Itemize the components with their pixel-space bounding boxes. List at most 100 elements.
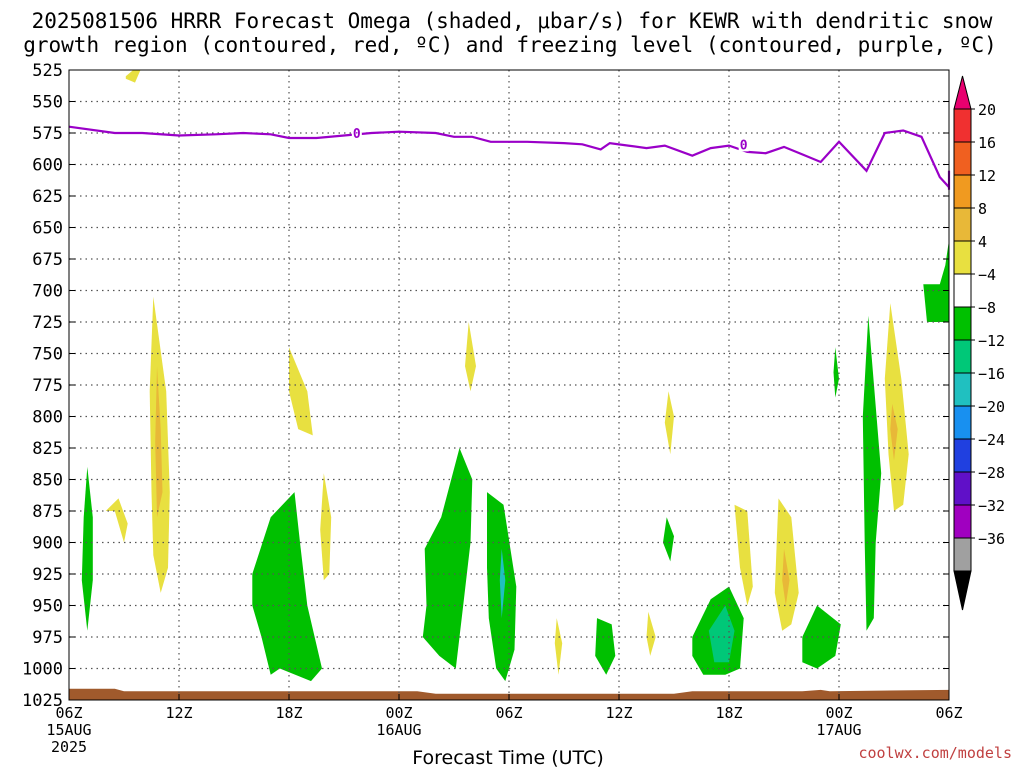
colorbar-label-12: −32 (978, 497, 1005, 515)
colorbar-segment-8 (953, 339, 972, 374)
x-axis-label: Forecast Time (UTC) (412, 747, 603, 768)
colorbar-segment-15 (953, 570, 972, 611)
omega-region-26 (890, 403, 898, 461)
x-tick-label-8: 06Z (935, 704, 962, 722)
x-tick-date-3: 16AUG (376, 721, 421, 739)
y-tick-label-2: 575 (32, 124, 63, 144)
omega-region-22 (802, 605, 841, 669)
y-tick-label-12: 825 (32, 439, 63, 459)
omega-region-25 (884, 303, 909, 511)
freezing-level-layer: 00 (68, 125, 951, 190)
omega-shading-layer (81, 70, 949, 682)
omega-region-23 (833, 347, 839, 398)
colorbar-segment-9 (953, 372, 972, 407)
y-tick-label-9: 750 (32, 345, 63, 365)
y-axis: 525 550 575 600 625 650 675 700 725 750 775 800 825 8… (22, 61, 949, 711)
colorbar-label-0: 20 (978, 101, 996, 119)
y-tick-label-15: 900 (32, 534, 63, 554)
colorbar-segment-0 (953, 75, 972, 110)
omega-region-7 (320, 473, 332, 581)
chart-title-line2: growth region (contoured, red, ºC) and f… (23, 33, 997, 57)
colorbar-segment-4 (953, 207, 972, 242)
y-tick-label-0: 525 (32, 61, 63, 81)
y-tick-label-13: 850 (32, 471, 63, 491)
y-tick-label-11: 800 (32, 408, 63, 428)
y-tick-label-18: 975 (32, 628, 63, 648)
grid-layer (69, 70, 949, 700)
y-tick-label-10: 775 (32, 376, 63, 396)
colorbar: 20 16 12 8 4 −4 −8 −12 −16 −20 −24 −28 −32 −36 (953, 75, 1005, 611)
omega-region-16 (663, 517, 674, 562)
y-tick-label-1: 550 (32, 93, 63, 113)
x-tick-year-0: 2025 (51, 738, 87, 756)
colorbar-label-2: 12 (978, 167, 996, 185)
y-tick-label-16: 925 (32, 565, 63, 585)
chart-title-line1: 2025081506 HRRR Forecast Omega (shaded, … (32, 9, 993, 33)
x-tick-label-2: 18Z (275, 704, 302, 722)
omega-region-12 (554, 618, 563, 675)
colorbar-segment-1 (953, 108, 972, 143)
omega-region-0 (81, 466, 93, 631)
omega-region-1 (105, 498, 128, 543)
omega-region-9 (422, 448, 473, 669)
omega-region-14 (646, 611, 656, 656)
y-tick-label-19: 1000 (22, 660, 63, 680)
x-tick-label-1: 12Z (165, 704, 192, 722)
colorbar-segment-10 (953, 405, 972, 440)
colorbar-segment-6 (953, 273, 972, 308)
omega-region-8 (465, 322, 476, 392)
colorbar-label-7: −12 (978, 332, 1005, 350)
freezing-label-bg-1 (738, 137, 749, 152)
x-tick-label-4: 06Z (495, 704, 522, 722)
y-tick-label-3: 600 (32, 156, 63, 176)
x-tick-date-0: 15AUG (46, 721, 91, 739)
y-tick-label-4: 625 (32, 187, 63, 207)
x-tick-label-7: 00Z (825, 704, 852, 722)
colorbar-label-3: 8 (978, 200, 987, 218)
x-tick-label-6: 18Z (715, 704, 742, 722)
colorbar-segment-14 (953, 537, 972, 572)
colorbar-segment-3 (953, 174, 972, 209)
freezing-level-label-0: 0 (353, 127, 361, 142)
omega-region-5 (289, 347, 313, 436)
colorbar-label-13: −36 (978, 530, 1005, 548)
omega-region-18 (708, 605, 735, 663)
x-tick-date-7: 17AUG (816, 721, 861, 739)
credit-text: coolwx.com/models (858, 744, 1012, 762)
colorbar-label-1: 16 (978, 134, 996, 152)
freezing-level-label-1: 0 (740, 138, 748, 153)
colorbar-label-4: 4 (978, 233, 987, 251)
colorbar-label-9: −20 (978, 398, 1005, 416)
omega-region-13 (595, 618, 616, 675)
y-tick-label-20: 1025 (22, 691, 63, 711)
omega-region-27 (923, 240, 949, 404)
y-tick-label-5: 650 (32, 219, 63, 239)
x-tick-label-0: 06Z (55, 704, 82, 722)
omega-region-11 (499, 548, 506, 619)
colorbar-label-10: −24 (978, 431, 1005, 449)
colorbar-segment-7 (953, 306, 972, 341)
y-tick-label-8: 725 (32, 313, 63, 333)
colorbar-segment-12 (953, 471, 972, 506)
omega-region-21 (782, 548, 790, 606)
omega-region-2 (125, 70, 141, 83)
colorbar-label-6: −8 (978, 299, 996, 317)
omega-region-6 (252, 492, 322, 682)
x-tick-label-3: 00Z (385, 704, 412, 722)
colorbar-label-8: −16 (978, 365, 1005, 383)
colorbar-segment-13 (953, 504, 972, 539)
y-tick-label-17: 950 (32, 597, 63, 617)
colorbar-segment-2 (953, 141, 972, 176)
x-tick-label-5: 12Z (605, 704, 632, 722)
omega-region-19 (734, 504, 753, 606)
y-tick-label-14: 875 (32, 502, 63, 522)
colorbar-label-5: −4 (978, 266, 996, 284)
omega-region-15 (664, 391, 674, 455)
colorbar-label-11: −28 (978, 464, 1005, 482)
colorbar-segment-5 (953, 240, 972, 275)
omega-region-24 (862, 315, 882, 631)
colorbar-segment-11 (953, 438, 972, 473)
freezing-level-line (68, 125, 951, 190)
